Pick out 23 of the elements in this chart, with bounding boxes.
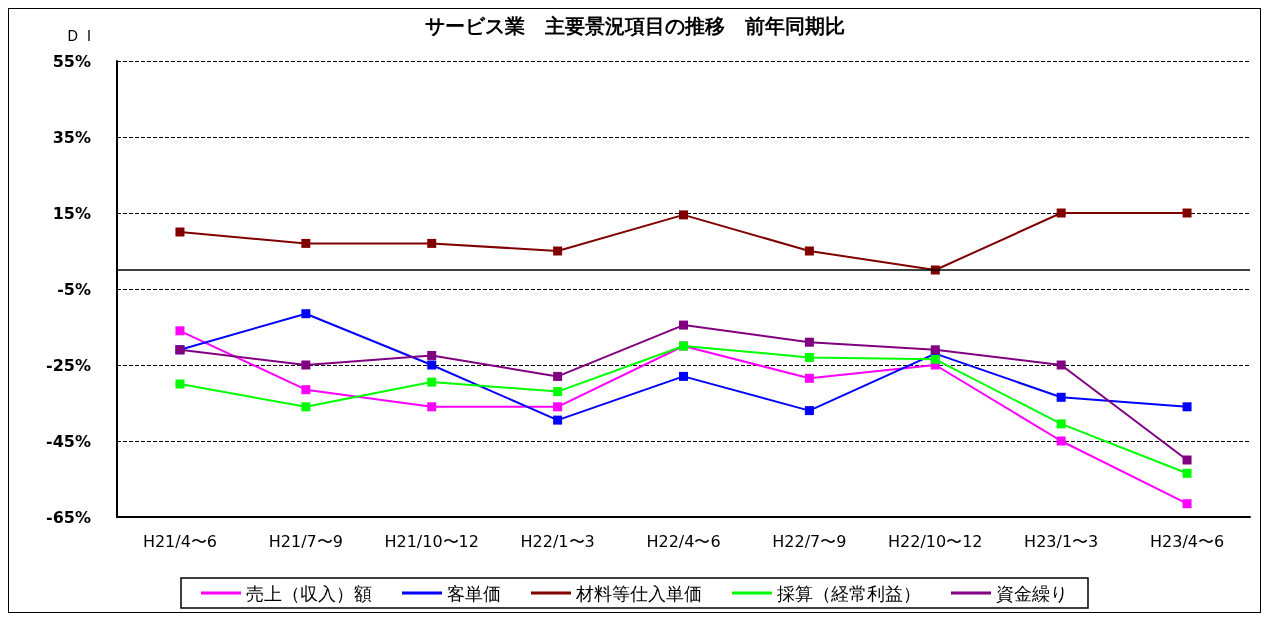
y-tick-label: 15% bbox=[52, 203, 91, 223]
y-tick-label: -25% bbox=[46, 355, 91, 375]
y-axis-title: ＤＩ bbox=[65, 25, 97, 45]
chart-title: サービス業 主要景況項目の推移 前年同期比 bbox=[424, 14, 845, 38]
y-tick-label: -65% bbox=[46, 507, 91, 527]
legend-label: 採算（経常利益） bbox=[777, 582, 921, 604]
legend-label: 資金繰り bbox=[996, 582, 1068, 604]
y-tick-label: -45% bbox=[46, 431, 91, 451]
y-tick-label: 55% bbox=[52, 51, 91, 71]
x-tick-label: H23/4〜6 bbox=[1149, 531, 1225, 551]
x-tick-label: H21/10〜12 bbox=[384, 531, 479, 551]
legend-label: 売上（収入）額 bbox=[246, 582, 372, 604]
x-tick-label: H22/7〜9 bbox=[772, 531, 847, 551]
x-tick-label: H22/10〜12 bbox=[888, 531, 983, 551]
y-tick-label: 35% bbox=[52, 127, 91, 147]
x-tick-label: H22/4〜6 bbox=[646, 531, 721, 551]
x-tick-label: H22/1〜3 bbox=[520, 531, 595, 551]
legend-label: 客単価 bbox=[447, 582, 501, 604]
x-tick-label: H21/4〜6 bbox=[142, 531, 218, 551]
x-tick-label: H21/7〜9 bbox=[268, 531, 343, 551]
y-tick-label: -5% bbox=[57, 279, 91, 299]
legend-label: 材料等仕入単価 bbox=[575, 582, 702, 604]
x-tick-label: H23/1〜3 bbox=[1024, 531, 1099, 551]
